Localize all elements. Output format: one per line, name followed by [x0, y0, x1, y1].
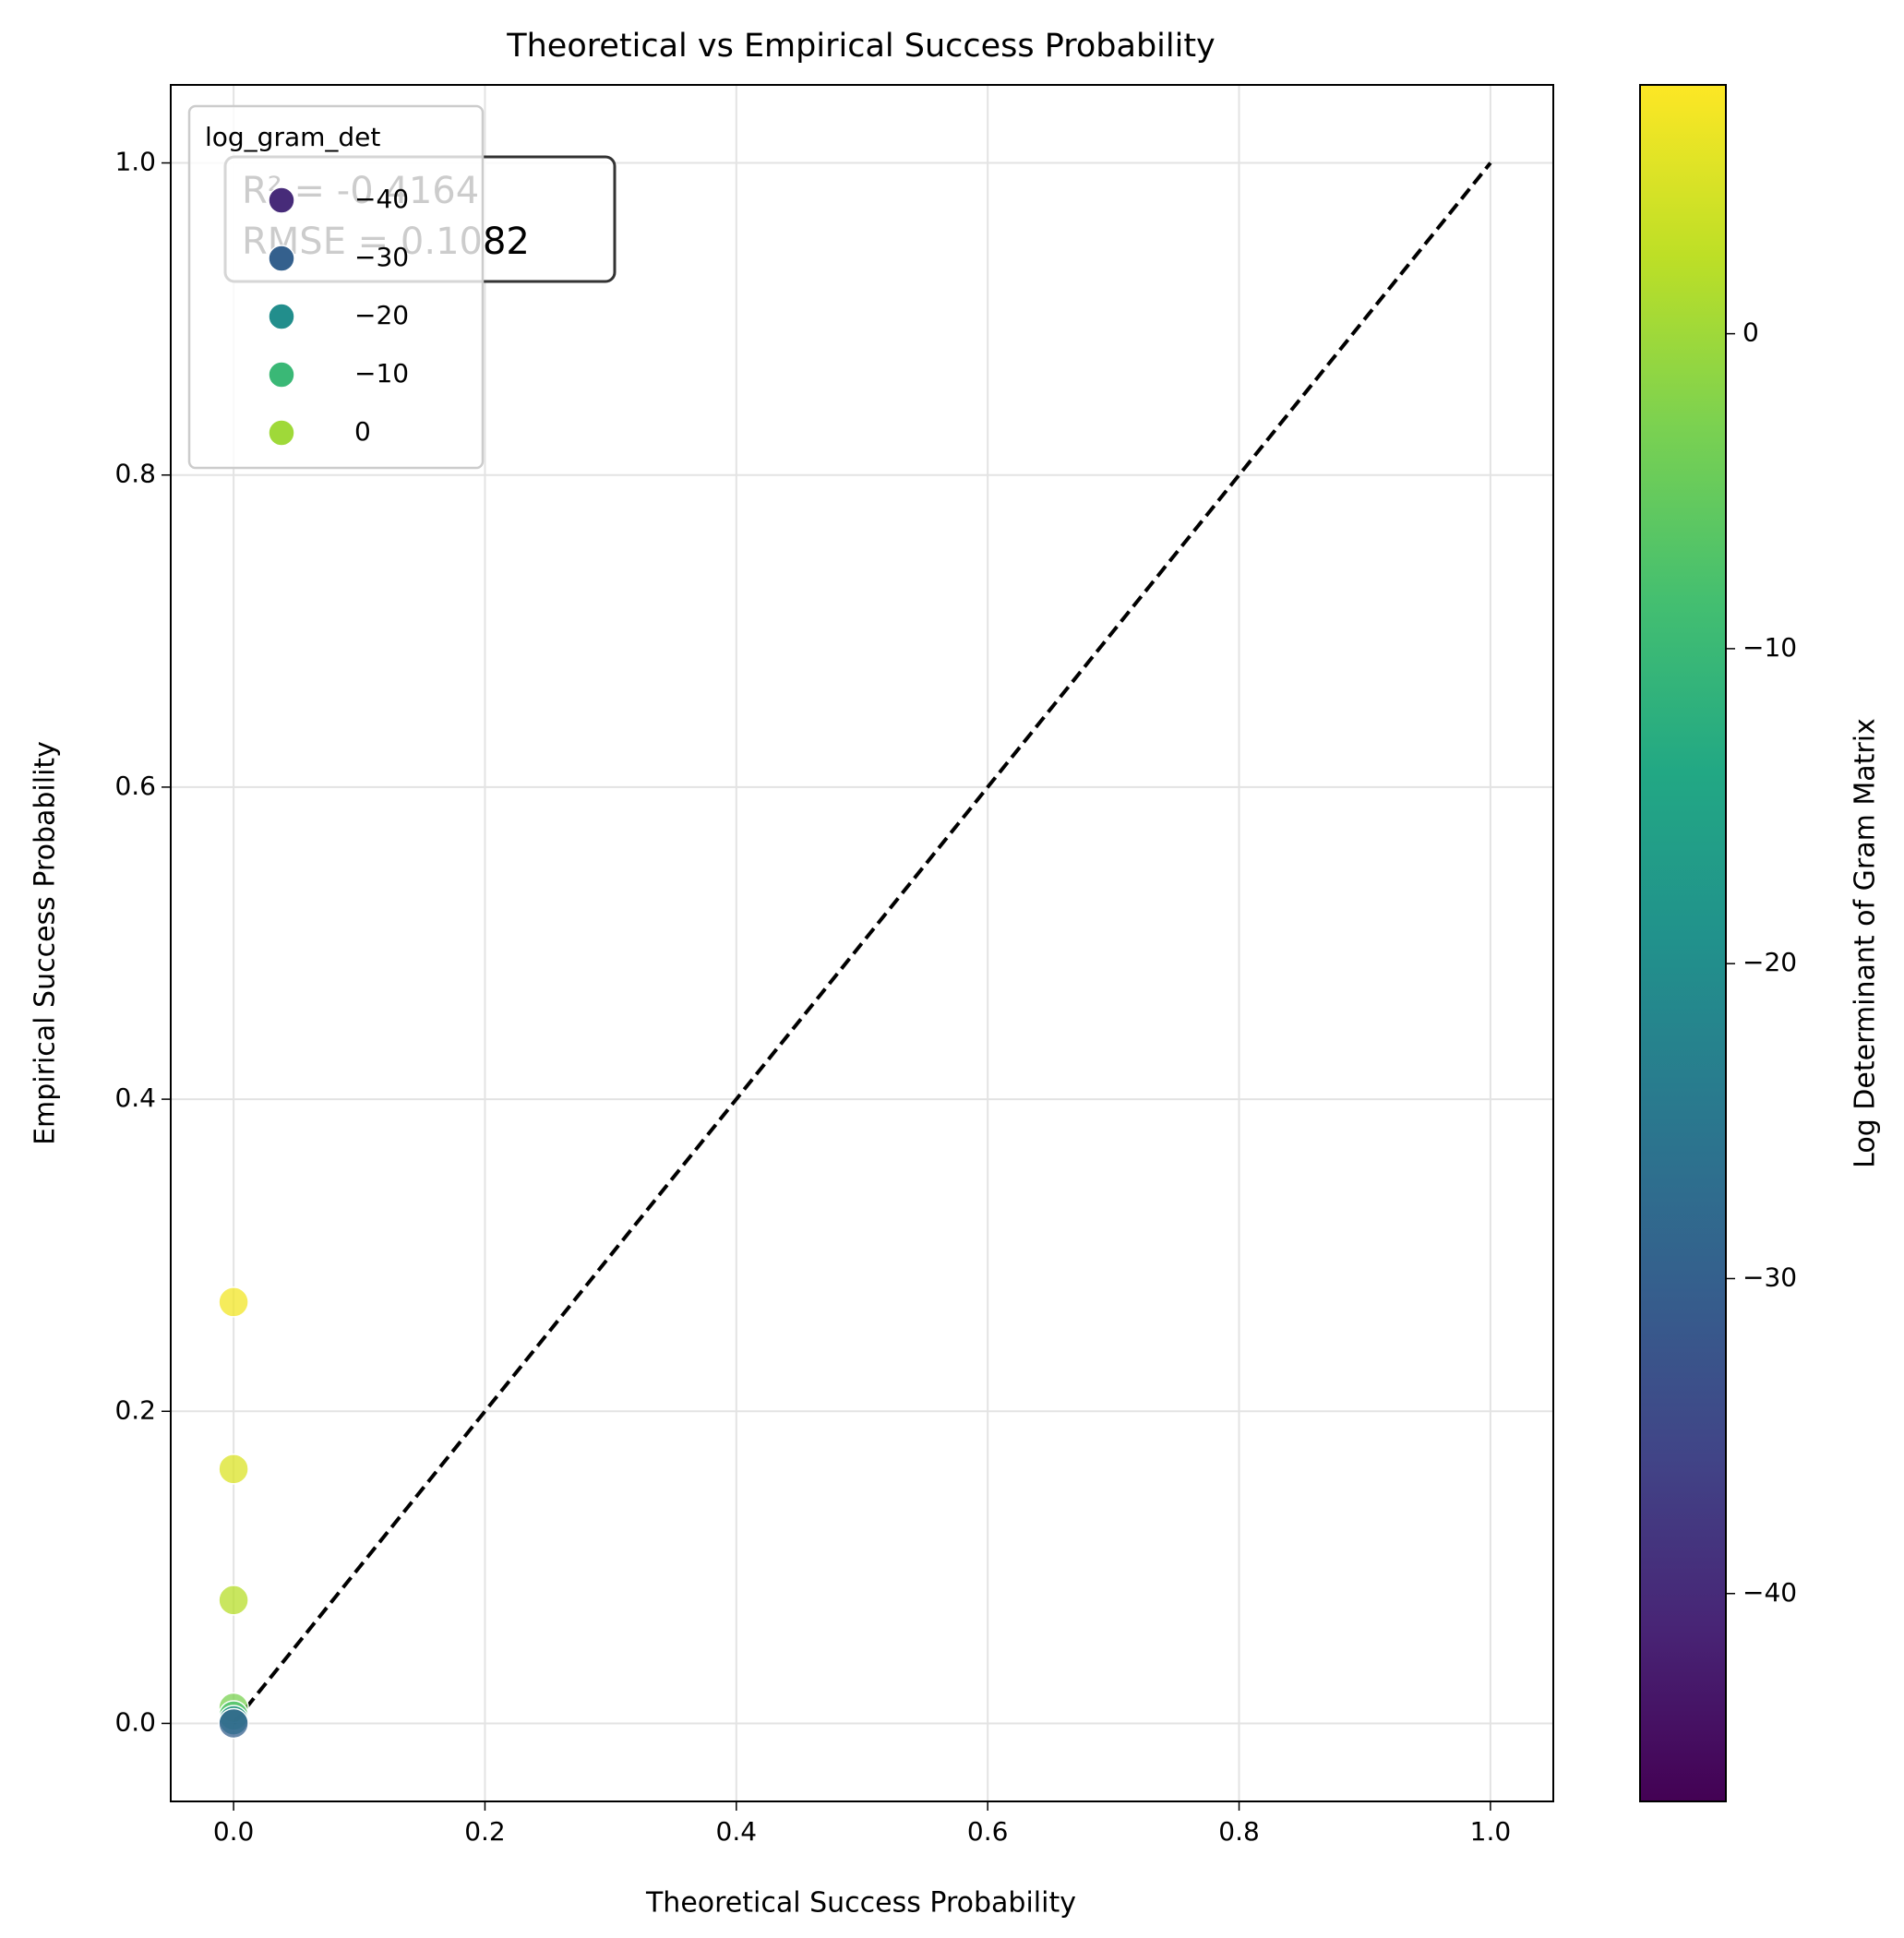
- point: [218, 1707, 249, 1740]
- colorbar-tick-label: 0: [1742, 317, 1759, 348]
- x-axis-label: Theoretical Success Probability: [645, 1887, 1076, 1920]
- colorbar-tick-label: −20: [1742, 947, 1797, 977]
- x-tick-label: 0.4: [716, 1816, 758, 1847]
- chart-title: Theoretical vs Empirical Success Probabi…: [506, 28, 1215, 65]
- legend-marker: [268, 419, 295, 447]
- legend-marker: [268, 361, 295, 389]
- legend-title: log_gram_det: [205, 122, 380, 152]
- legend-label: −30: [354, 242, 409, 272]
- x-tick-label: 0.6: [967, 1816, 1009, 1847]
- x-tick-label: 0.0: [213, 1816, 255, 1847]
- y-tick-label: 0.8: [114, 459, 156, 489]
- colorbar-tick-label: −40: [1742, 1577, 1797, 1608]
- legend-marker: [268, 303, 295, 330]
- y-tick-label: 0.0: [114, 1706, 156, 1737]
- x-tick-label: 0.8: [1218, 1816, 1260, 1847]
- x-tick-label: 0.2: [464, 1816, 506, 1847]
- colorbar: [1639, 84, 1727, 1802]
- plot-frame: [170, 84, 1554, 1802]
- legend-label: −20: [354, 300, 409, 330]
- point: [218, 1454, 249, 1485]
- legend-label: −40: [354, 184, 409, 214]
- point: [218, 1585, 249, 1616]
- legend-box: [187, 104, 485, 470]
- legend-label: −10: [354, 358, 409, 389]
- reference-line: [232, 162, 1492, 1725]
- legend-marker: [268, 245, 295, 272]
- y-tick-label: 0.6: [114, 771, 156, 801]
- x-tick-label: 1.0: [1470, 1816, 1512, 1847]
- legend-label: 0: [354, 416, 371, 447]
- y-tick-label: 0.4: [114, 1083, 156, 1113]
- y-tick-label: 0.2: [114, 1394, 156, 1425]
- point: [218, 1286, 249, 1318]
- colorbar-tick-label: −30: [1742, 1262, 1797, 1292]
- legend-marker: [268, 186, 295, 214]
- y-tick-label: 1.0: [114, 147, 156, 177]
- y-axis-label: Empirical Success Probability: [30, 741, 62, 1145]
- colorbar-tick-label: −10: [1742, 632, 1797, 663]
- colorbar-label: Log Determinant of Gram Matrix: [1850, 718, 1882, 1168]
